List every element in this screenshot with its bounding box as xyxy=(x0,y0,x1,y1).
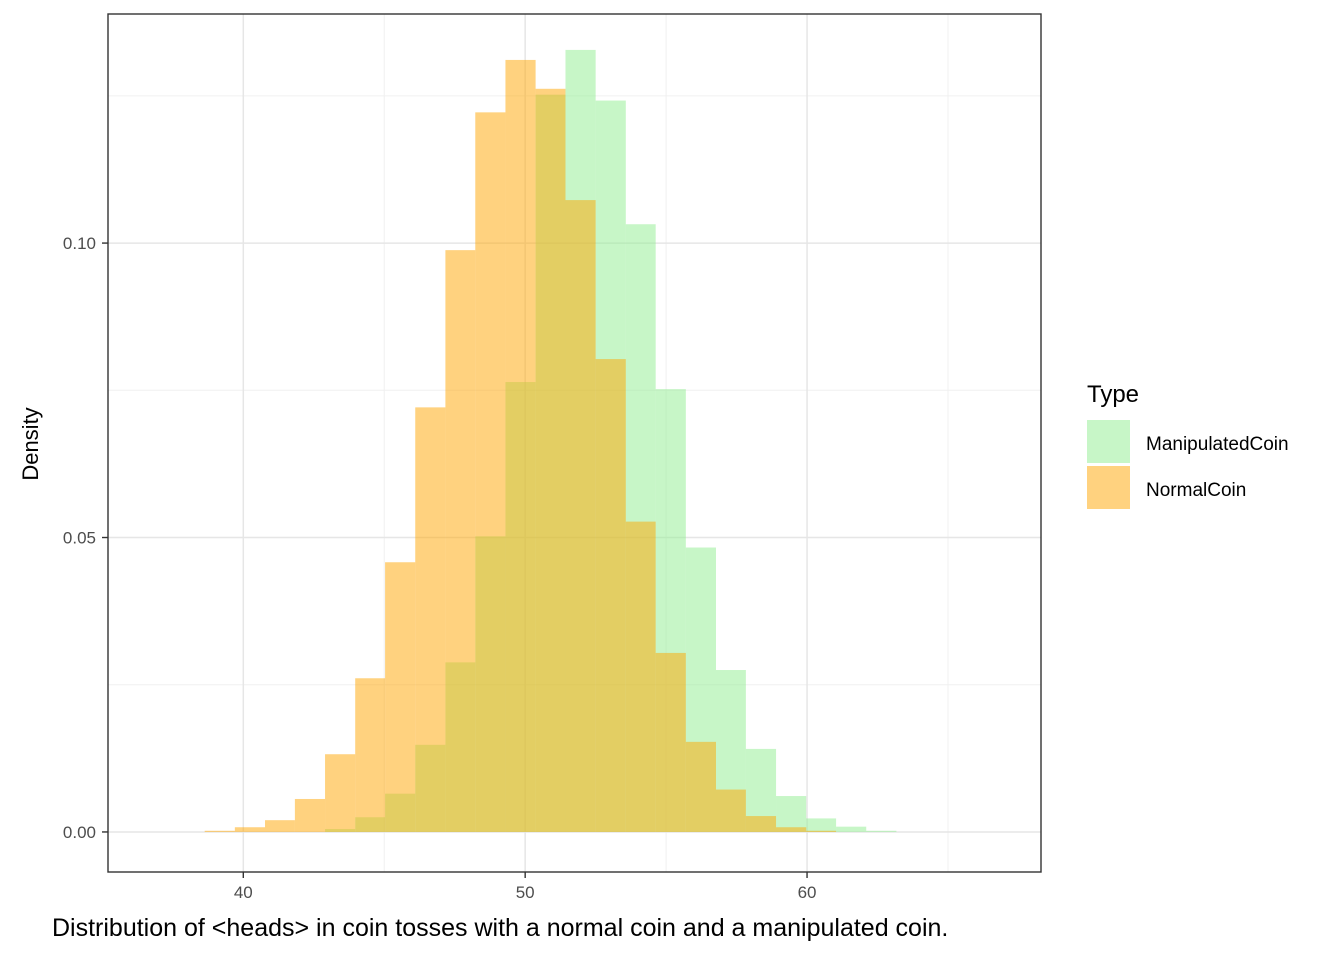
legend-title: Type xyxy=(1087,381,1139,408)
legend-label: ManipulatedCoin xyxy=(1146,434,1289,455)
histogram-bar xyxy=(806,830,837,832)
histogram-bar xyxy=(445,250,476,832)
histogram-bars xyxy=(204,49,897,832)
histogram-bar xyxy=(625,521,656,832)
y-tick-label: 0.00 xyxy=(63,823,96,842)
y-axis-title: Density xyxy=(18,407,43,480)
histogram-bar xyxy=(204,830,235,832)
histogram-bar xyxy=(866,830,897,832)
legend-swatch xyxy=(1087,420,1130,463)
histogram-bar xyxy=(745,816,777,832)
histogram-bar xyxy=(355,678,386,832)
histogram-bar xyxy=(325,754,356,832)
histogram-bar xyxy=(385,562,416,832)
histogram-bar xyxy=(234,827,266,832)
histogram-bar xyxy=(265,820,295,832)
x-tick-label: 40 xyxy=(234,883,253,902)
histogram-bar xyxy=(655,652,686,832)
x-tick-label: 60 xyxy=(798,883,817,902)
panel-border xyxy=(107,13,1042,873)
legend-item-NormalCoin: NormalCoin xyxy=(1087,466,1246,509)
series-NormalCoin xyxy=(204,59,837,832)
histogram-bar xyxy=(776,827,807,832)
histogram-bar xyxy=(294,798,326,832)
legend-swatch xyxy=(1087,466,1130,509)
histogram-bar xyxy=(415,407,446,832)
histogram-bar xyxy=(685,741,717,832)
legend-label: NormalCoin xyxy=(1146,480,1246,501)
histogram-bar xyxy=(565,200,596,832)
histogram-bar xyxy=(535,88,566,832)
y-tick-label: 0.10 xyxy=(63,234,96,253)
legend: Type ManipulatedCoin NormalCoin xyxy=(1087,381,1289,509)
axes: 40 50 60 0.00 0.05 0.10 xyxy=(63,234,817,902)
histogram-bar xyxy=(806,818,837,832)
histogram-bar xyxy=(836,826,867,832)
histogram-bar xyxy=(776,796,807,832)
legend-item-ManipulatedCoin: ManipulatedCoin xyxy=(1087,420,1289,463)
histogram-bar xyxy=(475,112,506,832)
histogram-bar xyxy=(595,359,626,832)
histogram-bar xyxy=(505,59,536,832)
figure-caption: Distribution of <heads> in coin tosses w… xyxy=(52,914,949,942)
x-tick-label: 50 xyxy=(516,883,535,902)
histogram-bar xyxy=(716,789,746,832)
y-tick-label: 0.05 xyxy=(63,529,96,548)
